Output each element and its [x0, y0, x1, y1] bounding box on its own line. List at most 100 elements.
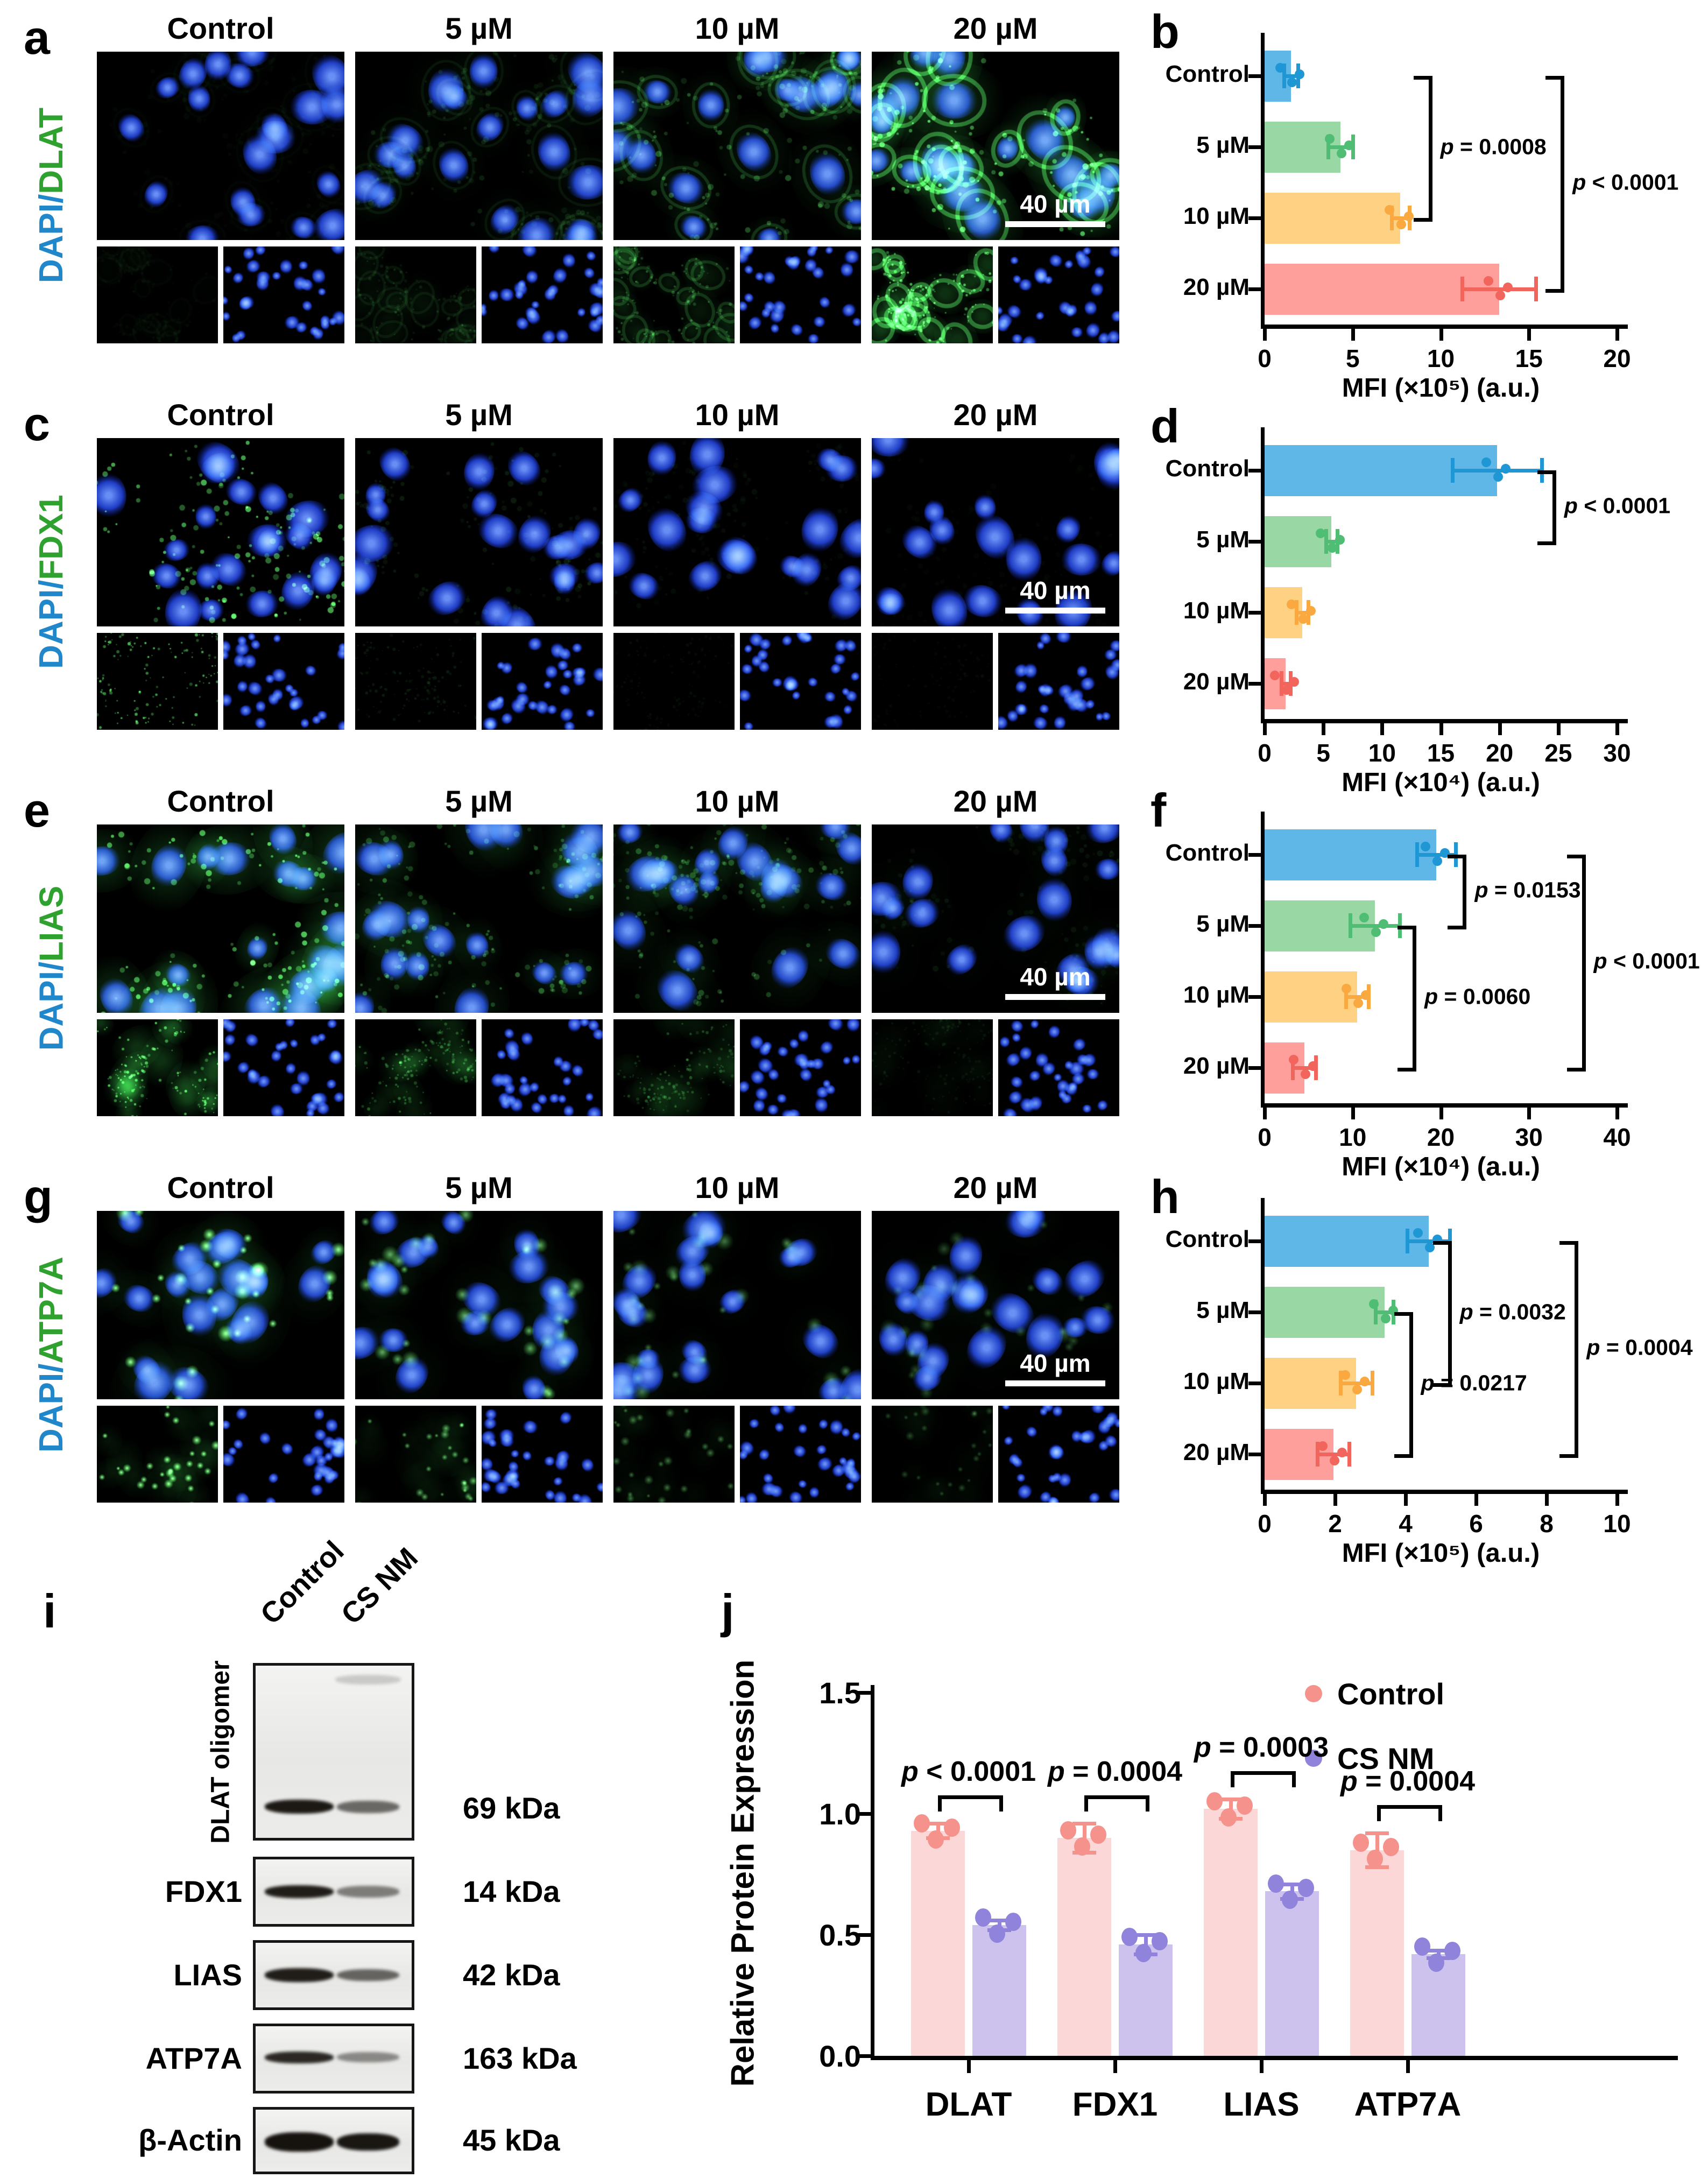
dapi-label: DAPI/ — [33, 194, 70, 284]
category-label: 10 µM — [1183, 597, 1250, 624]
green-channel-image — [872, 1406, 993, 1503]
blue-channel-canvas — [482, 246, 603, 343]
category-label: DLAT — [925, 2086, 1012, 2123]
x-tick-label: 0 — [1258, 1123, 1272, 1151]
data-point — [1295, 69, 1305, 79]
bar-LIAS-Control — [1204, 1809, 1258, 2056]
x-tick-label: 20 — [1486, 739, 1514, 767]
error-cap — [1338, 1371, 1343, 1395]
green-channel-canvas — [355, 1019, 476, 1116]
merged-image-canvas — [97, 52, 344, 240]
green-channel-canvas — [355, 246, 476, 343]
panel-letter-d: d — [1151, 399, 1180, 453]
sig-bracket-leg — [1438, 1805, 1442, 1821]
plot-area-h: 0 2 4 6 8 10 Control 5 µM 10 µM 20 µM p = 0.0032 p … — [1146, 1173, 1708, 1568]
merged-image-canvas — [97, 1211, 344, 1399]
blot-band — [265, 1885, 334, 1898]
blot-image-bactin — [253, 2107, 414, 2174]
merged-image: 40 µm — [872, 438, 1119, 626]
data-point — [1316, 528, 1326, 538]
x-tick — [1615, 723, 1619, 735]
blue-channel-image — [740, 1406, 861, 1503]
x-tick-label: 6 — [1469, 1510, 1483, 1538]
blue-channel-image — [740, 1019, 861, 1116]
x-tick — [1351, 329, 1355, 341]
y-axis — [1261, 812, 1265, 1103]
data-point — [1444, 1942, 1460, 1960]
data-point — [1324, 134, 1335, 144]
data-point — [1493, 472, 1504, 482]
green-channel-canvas — [613, 246, 735, 343]
green-channel-image — [97, 633, 218, 730]
sig-bracket-leg — [938, 1795, 942, 1812]
blot-band — [336, 2052, 399, 2063]
merged-image — [355, 824, 603, 1013]
x-tick — [1439, 329, 1443, 341]
error-cap — [1316, 1442, 1320, 1467]
green-channel-canvas — [97, 1019, 218, 1116]
green-channel-image — [872, 1019, 993, 1116]
green-channel-canvas — [355, 1406, 476, 1503]
merged-image — [355, 1211, 603, 1399]
green-channel-image — [97, 246, 218, 343]
sig-bracket — [1575, 1241, 1579, 1458]
sig-bracket-arm — [1432, 1383, 1448, 1387]
x-axis-label-d: MFI (×10⁴) (a.u.) — [1342, 768, 1540, 797]
y-tick-label: 0.0 — [819, 2039, 861, 2073]
data-point — [1359, 913, 1369, 922]
error-cap — [1291, 1055, 1295, 1080]
category-tick — [1248, 216, 1261, 220]
data-point — [1344, 140, 1354, 150]
blot-band — [265, 2132, 334, 2152]
sig-bracket-arm — [1566, 1068, 1582, 1072]
blue-channel-image — [998, 246, 1119, 343]
scale-bar — [1005, 608, 1105, 614]
x-tick — [1439, 723, 1443, 735]
error-bar — [1462, 287, 1536, 291]
x-axis — [871, 2056, 1678, 2060]
data-point — [1308, 1061, 1318, 1071]
sig-bracket — [1561, 76, 1565, 293]
sig-bracket-leg — [999, 1795, 1003, 1812]
dose-header: 10 µM — [695, 1171, 780, 1204]
blue-channel-image — [223, 1019, 344, 1116]
image-grid: Control 5 µM 10 µM 20 µM 40 µm — [97, 783, 1146, 1127]
category-label: 10 µM — [1183, 982, 1250, 1008]
dose-header: 5 µM — [445, 11, 513, 45]
x-tick — [1527, 329, 1531, 341]
p-value-label: p = 0.0003 — [1194, 1732, 1329, 1763]
sig-bracket-arm — [1394, 1312, 1409, 1316]
blue-channel-image — [482, 246, 603, 343]
category-tick — [1248, 853, 1261, 857]
green-channel-canvas — [613, 1406, 735, 1503]
blue-channel-image — [223, 1406, 344, 1503]
category-tick — [1248, 287, 1261, 291]
dose-header: 20 µM — [953, 11, 1038, 45]
kda-label-163: 163 kDa — [463, 2041, 577, 2075]
merged-image-canvas — [355, 824, 603, 1013]
p-value-label: p < 0.0001 — [1593, 948, 1700, 974]
stain-label-atp7a: DAPI/ATP7A — [14, 1212, 89, 1497]
data-point — [1121, 1928, 1138, 1946]
sig-bracket-arm — [1545, 289, 1561, 293]
data-point — [1404, 212, 1414, 221]
microscopy-column-10 µM: 10 µM — [613, 783, 861, 1122]
data-point — [1378, 919, 1388, 929]
x-tick — [1474, 1494, 1478, 1506]
error-bar — [1452, 469, 1542, 473]
data-point — [1337, 1448, 1347, 1457]
x-tick-label: 8 — [1540, 1510, 1554, 1538]
data-point — [1336, 149, 1346, 158]
error-cap — [1134, 1933, 1158, 1937]
merged-image — [355, 438, 603, 626]
error-cap — [1280, 1882, 1304, 1886]
data-point — [1440, 848, 1450, 858]
data-point — [1298, 614, 1308, 624]
sig-bracket — [1231, 1771, 1296, 1775]
green-channel-image — [355, 1019, 476, 1116]
y-tick — [858, 1691, 871, 1695]
error-bar — [1340, 1381, 1372, 1385]
dose-header: 20 µM — [953, 1171, 1038, 1204]
category-label: 10 µM — [1183, 1368, 1250, 1394]
